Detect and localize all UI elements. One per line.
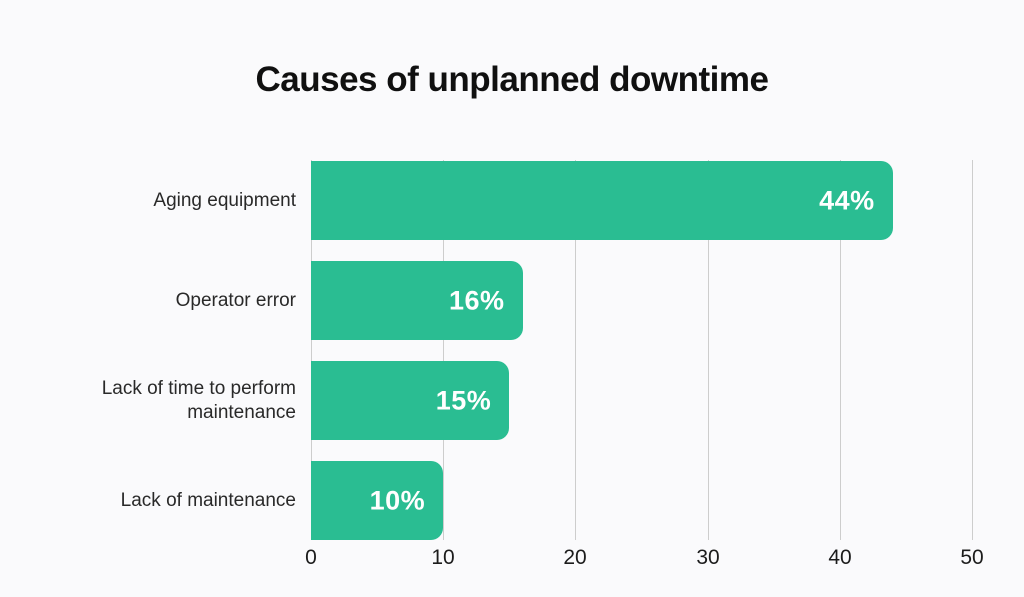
x-tick-label-20: 20: [563, 546, 587, 569]
chart-title: Causes of unplanned downtime: [255, 60, 769, 99]
plot-area: 44% 16% 15% 10%: [311, 160, 973, 540]
x-tick-label-10: 10: [431, 546, 455, 569]
x-tick-label-50: 50: [960, 546, 984, 569]
bar-lack-of-time-to-perform-maintenance: 15%: [311, 361, 510, 440]
gridline-40: [840, 160, 841, 540]
x-tick-label-30: 30: [696, 546, 720, 569]
gridline-20: [575, 160, 576, 540]
bar-value-label: 44%: [819, 185, 875, 215]
x-tick-label-0: 0: [305, 546, 317, 569]
bar-value-label: 10%: [369, 485, 426, 515]
category-label-lack-of-maintenance: Lack of maintenance: [120, 489, 296, 511]
x-tick-label-40: 40: [828, 546, 852, 569]
gridline-30: [708, 160, 709, 540]
category-label-operator-error: Operator error: [175, 289, 296, 311]
bar-lack-of-maintenance: 10%: [311, 461, 444, 540]
gridline-10: [443, 160, 444, 540]
gridline-50: [972, 160, 973, 540]
bar-value-label: 16%: [448, 285, 505, 315]
gridline-0: [311, 160, 312, 540]
category-label-aging-equipment: Aging equipment: [153, 189, 296, 211]
bar-value-label: 15%: [435, 385, 492, 415]
bar-operator-error: 16%: [311, 261, 523, 340]
category-label-lack-of-time-to-perform-maintenance: Lack of time to perform maintenance: [101, 377, 296, 423]
bar-aging-equipment: 44%: [311, 161, 893, 240]
